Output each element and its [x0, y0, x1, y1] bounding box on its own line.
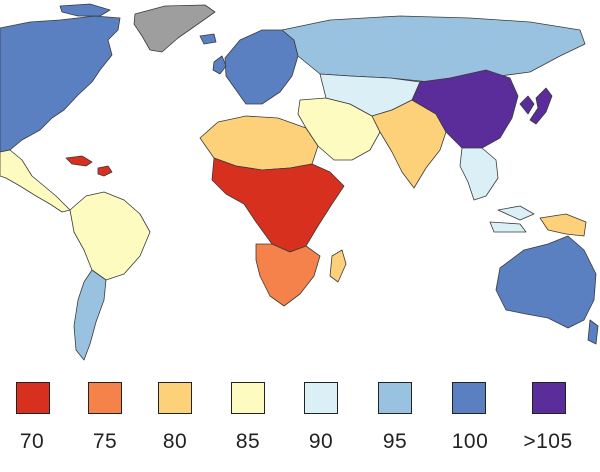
legend-swatch-85 [231, 382, 265, 414]
legend-label-105: >105 [523, 430, 573, 453]
region-japan-korea [519, 87, 553, 125]
region-greenland [133, 4, 216, 53]
region-mexico-central-america [0, 149, 71, 213]
legend-swatch-75 [88, 382, 122, 414]
legend-swatch-95 [378, 382, 412, 414]
region-new-zealand [587, 319, 599, 345]
region-southern-africa [255, 243, 321, 307]
legend-swatch-70 [16, 382, 50, 414]
legend-swatch-105 [532, 382, 566, 414]
legend-label-95: 95 [382, 430, 408, 453]
legend-label-75: 75 [92, 430, 118, 453]
region-sub-saharan-africa [211, 157, 345, 253]
region-british-isles [199, 33, 227, 75]
region-russia [281, 15, 586, 83]
region-australia [495, 235, 597, 329]
legend-swatch-80 [158, 382, 192, 414]
region-arctic-islands [59, 3, 111, 17]
region-europe [224, 29, 299, 105]
world-map [0, 3, 599, 361]
legend-swatch-100 [452, 382, 486, 414]
region-north-america [0, 15, 121, 153]
region-new-guinea [539, 213, 587, 237]
legend: 70 75 80 85 90 95 100 >105 [0, 380, 600, 472]
legend-swatch-90 [304, 382, 338, 414]
legend-label-70: 70 [19, 430, 45, 453]
region-southern-cone [73, 269, 107, 361]
legend-label-80: 80 [162, 430, 188, 453]
legend-label-90: 90 [308, 430, 334, 453]
region-india [371, 99, 447, 189]
region-china [411, 69, 519, 149]
region-south-america [69, 191, 151, 281]
region-madagascar [329, 249, 347, 283]
legend-label-85: 85 [235, 430, 261, 453]
region-caribbean [65, 155, 113, 177]
region-southeast-asia [459, 147, 535, 233]
legend-label-100: 100 [451, 430, 489, 453]
